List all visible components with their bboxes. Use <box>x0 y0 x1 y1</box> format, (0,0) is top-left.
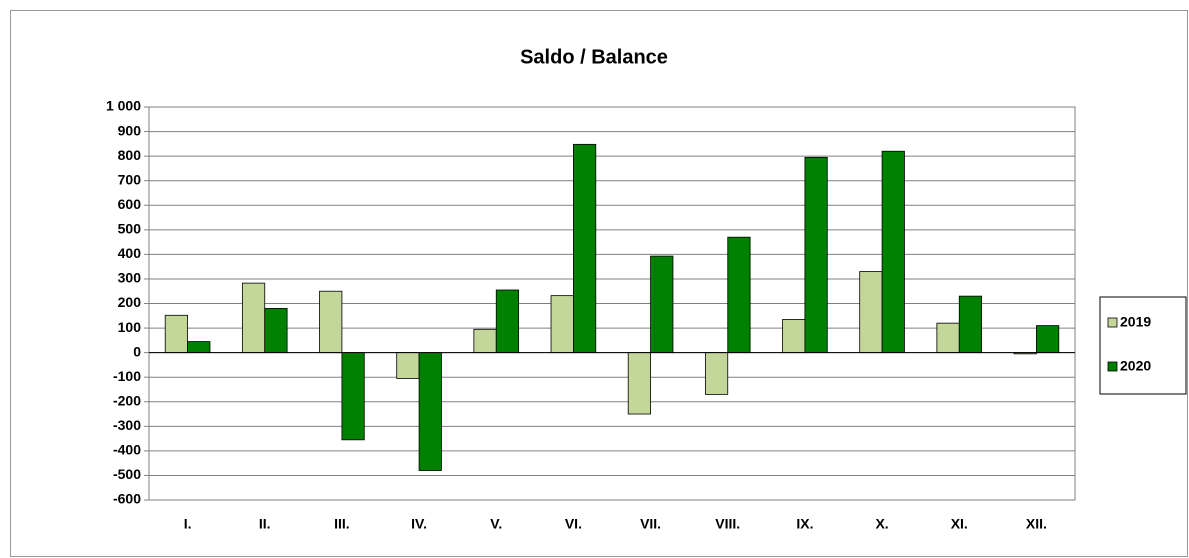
bar <box>187 341 211 354</box>
legend-swatch <box>1107 361 1118 372</box>
bar <box>418 352 442 471</box>
bar <box>881 150 905 354</box>
y-tick-label: 100 <box>118 319 142 335</box>
bar <box>627 352 651 415</box>
y-tick-label: 900 <box>118 122 142 138</box>
y-tick-label: 300 <box>118 270 142 286</box>
legend-box <box>1099 296 1187 395</box>
bar <box>164 314 188 354</box>
x-tick-label: IX. <box>796 516 813 532</box>
y-tick-label: -100 <box>113 368 141 384</box>
bar <box>495 289 520 354</box>
y-tick-label: -600 <box>113 491 141 507</box>
x-tick-label: III. <box>334 516 350 532</box>
bar <box>936 322 960 354</box>
bar <box>804 156 828 354</box>
y-tick-label: -300 <box>113 417 141 433</box>
y-tick-label: 0 <box>133 343 141 359</box>
x-tick-label: II. <box>259 516 271 532</box>
bar <box>704 352 729 395</box>
x-tick-label: X. <box>875 516 888 532</box>
y-tick-label: 1 000 <box>106 98 141 114</box>
chart-title: Saldo / Balance <box>520 46 668 68</box>
x-tick-label: IV. <box>411 516 427 532</box>
y-tick-label: -500 <box>113 466 141 482</box>
x-tick-label: V. <box>490 516 502 532</box>
y-tick-label: 600 <box>118 196 142 212</box>
y-tick-label: 400 <box>118 245 142 261</box>
bar <box>573 143 597 354</box>
x-tick-label: VII. <box>640 516 661 532</box>
x-tick-label: VIII. <box>715 516 740 532</box>
bar <box>319 290 343 354</box>
bar <box>396 352 420 379</box>
bar <box>241 282 266 354</box>
bar <box>727 236 751 354</box>
y-tick-label: -200 <box>113 392 141 408</box>
bar <box>264 308 288 354</box>
bar <box>958 295 983 354</box>
bar <box>341 352 365 441</box>
x-tick-label: I. <box>184 516 192 532</box>
legend-swatch <box>1107 317 1118 328</box>
bar <box>782 319 806 354</box>
bar <box>650 255 674 354</box>
bar <box>859 271 883 354</box>
y-tick-label: -400 <box>113 442 141 458</box>
x-tick-label: VI. <box>565 516 582 532</box>
bar <box>550 295 574 354</box>
x-tick-label: XI. <box>951 516 968 532</box>
y-tick-label: 200 <box>118 294 142 310</box>
x-tick-label: XII. <box>1026 516 1047 532</box>
y-tick-label: 800 <box>118 147 142 163</box>
y-tick-label: 700 <box>118 171 142 187</box>
bar <box>473 328 497 354</box>
y-tick-label: 500 <box>118 221 142 237</box>
legend-label: 2019 <box>1120 314 1151 330</box>
legend-label: 2020 <box>1120 358 1151 374</box>
bar <box>1036 325 1060 354</box>
